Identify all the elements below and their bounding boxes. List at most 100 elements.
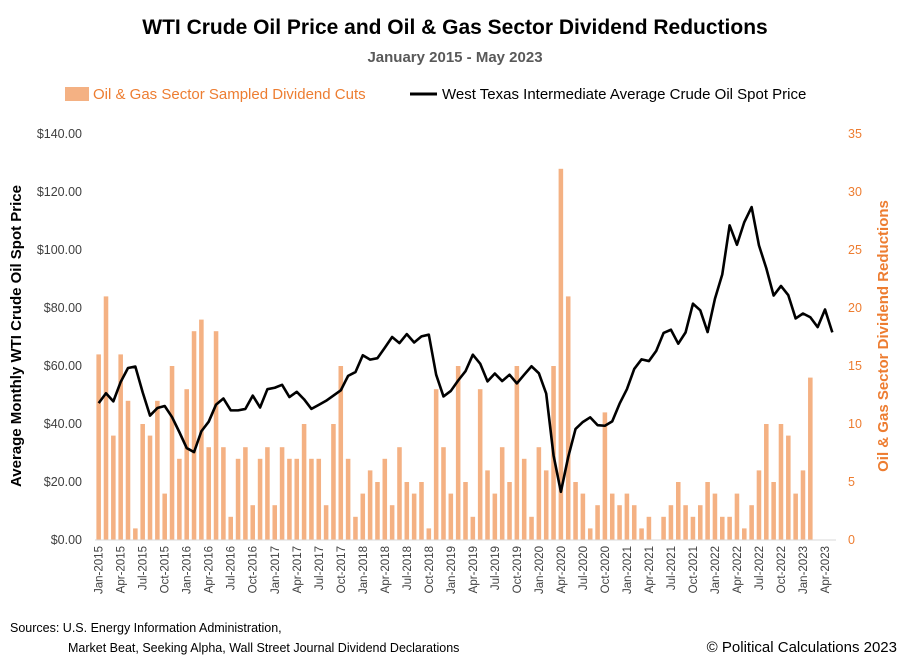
y-tick-label-left: $120.00 xyxy=(37,185,82,199)
dividend-cut-bar xyxy=(434,389,439,540)
x-tick-label: Apr-2017 xyxy=(292,546,304,593)
x-tick-label: Oct-2018 xyxy=(424,546,436,593)
dividend-cut-bar xyxy=(705,482,710,540)
x-axis: Jan-2015 Apr-2015 Jul-2015 Oct-2015 Jan-2016… xyxy=(94,546,832,594)
dividend-cut-bar xyxy=(331,424,336,540)
x-tick-label: Jan-2018 xyxy=(358,546,370,594)
x-tick-label: Jul-2019 xyxy=(490,546,502,590)
dividend-cut-bar xyxy=(683,505,688,540)
y-tick-label-right: 10 xyxy=(848,417,862,431)
dividend-cut-bar xyxy=(214,331,219,540)
y-tick-label-left: $40.00 xyxy=(44,417,82,431)
x-tick-label: Jan-2016 xyxy=(182,546,194,594)
dividend-cut-bar xyxy=(537,447,542,540)
dividend-cut-bar xyxy=(258,459,263,540)
x-tick-label: Apr-2015 xyxy=(116,546,128,593)
y-tick-label-left: $140.00 xyxy=(37,127,82,141)
x-tick-label: Apr-2016 xyxy=(204,546,216,593)
y-tick-label-right: 15 xyxy=(848,359,862,373)
dividend-cut-bar xyxy=(713,494,718,540)
dividend-cut-bar xyxy=(801,470,806,540)
dividend-cut-bar xyxy=(764,424,769,540)
dividend-cut-bar xyxy=(720,517,725,540)
dividend-cut-bar xyxy=(294,459,299,540)
dividend-cut-bar xyxy=(390,505,395,540)
bar-series xyxy=(96,169,812,540)
dividend-cut-bar xyxy=(309,459,314,540)
x-tick-label: Apr-2018 xyxy=(380,546,392,593)
dividend-cut-bar xyxy=(786,436,791,540)
dividend-cut-bar xyxy=(793,494,798,540)
dividend-cut-bar xyxy=(368,470,373,540)
x-tick-label: Jan-2020 xyxy=(534,546,546,594)
legend: Oil & Gas Sector Sampled Dividend Cuts W… xyxy=(65,86,806,103)
dividend-cut-bar xyxy=(441,447,446,540)
dividend-cut-bar xyxy=(361,494,366,540)
dividend-cut-bar xyxy=(698,505,703,540)
x-tick-label: Jan-2015 xyxy=(94,546,106,594)
dividend-cut-bar xyxy=(405,482,410,540)
dividend-cut-bar xyxy=(691,517,696,540)
dividend-cut-bar xyxy=(162,494,167,540)
x-tick-label: Oct-2019 xyxy=(512,546,524,593)
y-axis-left: $0.00 $20.00 $40.00 $60.00 $80.00 $100.00 $120… xyxy=(37,127,82,547)
x-tick-label: Oct-2020 xyxy=(600,546,612,593)
y-tick-label-right: 30 xyxy=(848,185,862,199)
dividend-cut-bar xyxy=(478,389,483,540)
dividend-cut-bar xyxy=(287,459,292,540)
y-tick-label-right: 35 xyxy=(848,127,862,141)
dividend-cut-bar xyxy=(302,424,307,540)
dividend-cut-bar xyxy=(236,459,241,540)
x-tick-label: Oct-2022 xyxy=(776,546,788,593)
dividend-cut-bar xyxy=(617,505,622,540)
dividend-cut-bar xyxy=(676,482,681,540)
dividend-cut-bar xyxy=(522,459,527,540)
dividend-cut-bar xyxy=(507,482,512,540)
dividend-cut-bar xyxy=(610,494,615,540)
x-tick-label: Jan-2023 xyxy=(798,546,810,594)
dividend-cut-bar xyxy=(456,366,461,540)
x-tick-label: Jul-2018 xyxy=(402,546,414,590)
dividend-cut-bar xyxy=(485,470,490,540)
legend-bar-label: Oil & Gas Sector Sampled Dividend Cuts xyxy=(93,86,366,103)
dividend-cut-bar xyxy=(221,447,226,540)
y-tick-label-left: $80.00 xyxy=(44,301,82,315)
dividend-cut-bar xyxy=(133,528,138,540)
dividend-cut-bar xyxy=(397,447,402,540)
dividend-cut-bar xyxy=(544,470,549,540)
dividend-cut-bar xyxy=(148,436,153,540)
dividend-cut-bar xyxy=(515,366,520,540)
x-tick-label: Apr-2022 xyxy=(732,546,744,593)
y-axis-label-right: Oil & Gas Sector Dividend Reductions xyxy=(875,200,892,472)
y-tick-label-right: 0 xyxy=(848,533,855,547)
y-axis-right: 0 5 10 15 20 25 30 35 xyxy=(848,127,862,547)
y-tick-label-right: 25 xyxy=(848,243,862,257)
x-tick-label: Oct-2017 xyxy=(336,546,348,593)
dividend-cut-bar xyxy=(595,505,600,540)
y-tick-label-right: 20 xyxy=(848,301,862,315)
dividend-cut-bar xyxy=(419,482,424,540)
dividend-cut-bar xyxy=(566,296,571,540)
dividend-cut-bar xyxy=(463,482,468,540)
x-tick-label: Oct-2021 xyxy=(688,546,700,593)
dividend-cut-bar xyxy=(427,528,432,540)
dividend-cut-bar xyxy=(316,459,321,540)
chart-title: WTI Crude Oil Price and Oil & Gas Sector… xyxy=(142,16,767,39)
dividend-cut-bar xyxy=(375,482,380,540)
x-tick-label: Jan-2021 xyxy=(622,546,634,594)
dividend-cut-bar xyxy=(632,505,637,540)
sources-line-1: Sources: U.S. Energy Information Adminis… xyxy=(10,621,282,635)
dividend-cut-bar xyxy=(735,494,740,540)
dividend-cut-bar xyxy=(126,401,131,540)
y-tick-label-left: $100.00 xyxy=(37,243,82,257)
x-tick-label: Apr-2019 xyxy=(468,546,480,593)
y-axis-label-left: Average Monthly WTI Crude Oil Spot Price xyxy=(8,185,25,487)
dividend-cut-bar xyxy=(250,505,255,540)
x-tick-label: Apr-2021 xyxy=(644,546,656,593)
dividend-cut-bar xyxy=(280,447,285,540)
dividend-cut-bar xyxy=(412,494,417,540)
dividend-cut-bar xyxy=(500,447,505,540)
dividend-cut-bar xyxy=(449,494,454,540)
dividend-cut-bar xyxy=(661,517,666,540)
dividend-cut-bar xyxy=(529,517,534,540)
